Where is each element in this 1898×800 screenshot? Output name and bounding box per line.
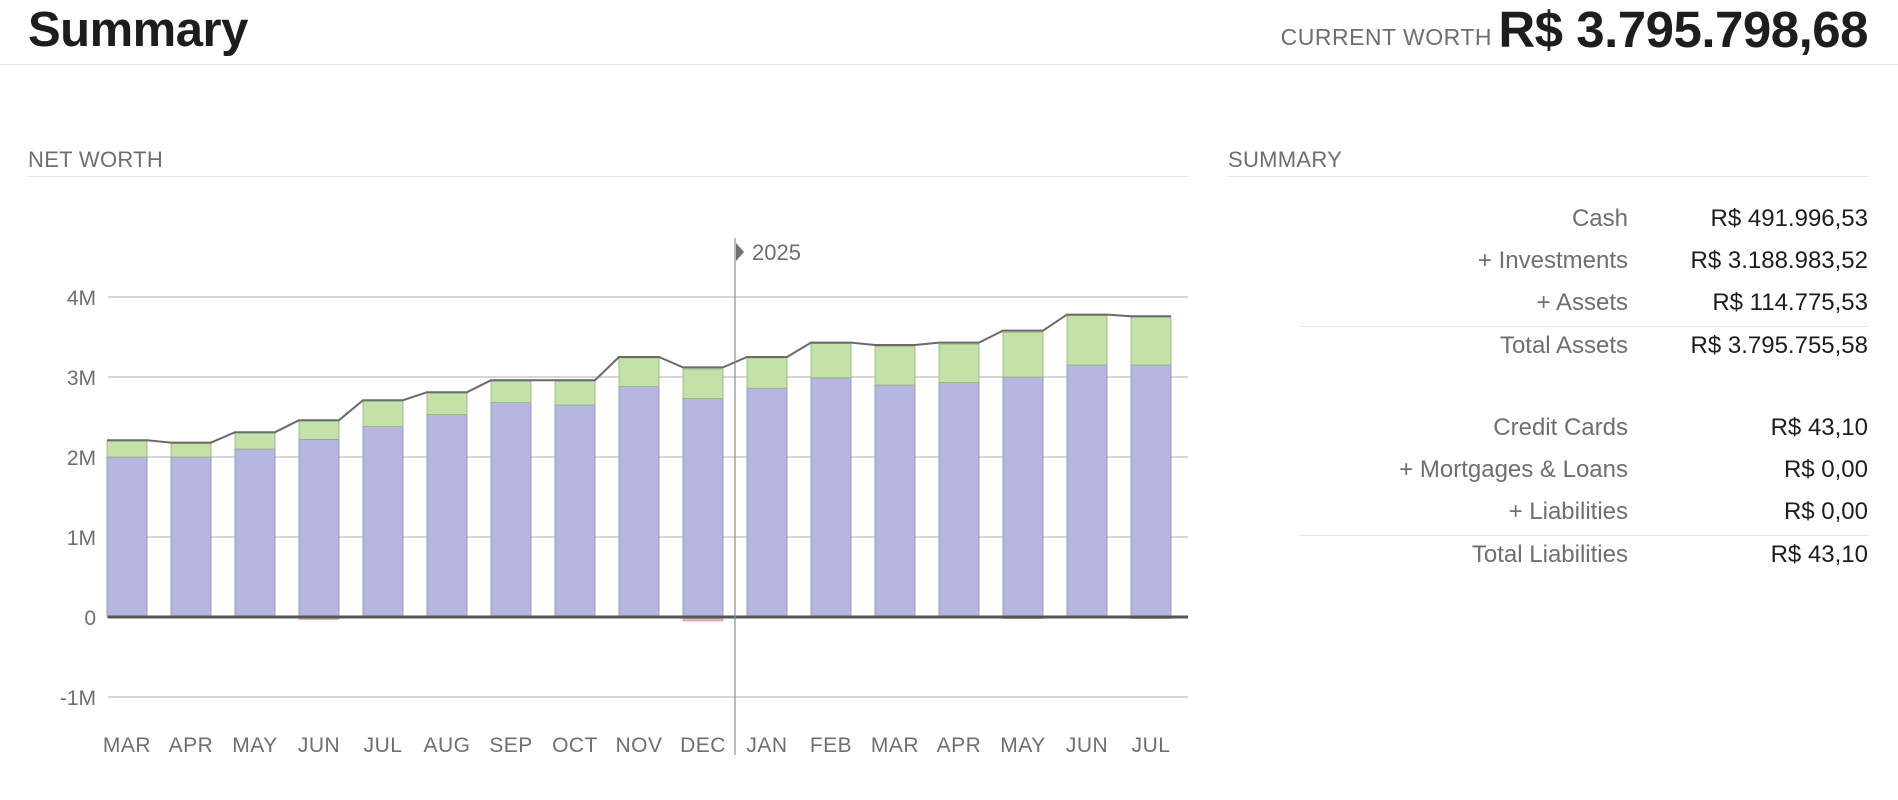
x-tick-label: SEP — [489, 734, 533, 757]
summary-row-value: R$ 491.996,53 — [1710, 205, 1868, 232]
y-tick-label: 2M — [67, 447, 96, 470]
summary-row-value: R$ 3.188.983,52 — [1690, 247, 1868, 274]
bar-investments — [938, 382, 980, 618]
bar-cash — [618, 357, 660, 388]
x-tick-label: APR — [937, 734, 982, 757]
y-tick-label: 3M — [67, 367, 96, 390]
summary-row-label: Credit Cards — [1493, 414, 1628, 441]
net-worth-divider — [28, 176, 1188, 177]
summary-row-label: + Mortgages & Loans — [1399, 456, 1628, 483]
summary-row-value: R$ 3.795.755,58 — [1690, 332, 1868, 359]
header-bar: Summary CURRENT WORTH R$ 3.795.798,68 — [0, 0, 1898, 65]
y-tick-label: -1M — [60, 687, 96, 710]
bar-cash — [362, 400, 404, 428]
bar-investments — [618, 386, 660, 618]
current-worth-label: CURRENT WORTH — [1280, 24, 1492, 50]
year-marker-icon — [736, 243, 744, 261]
summary-row-liabilities: + Liabilities R$ 0,00 — [1300, 493, 1868, 535]
bar-cash — [1066, 315, 1108, 366]
current-worth-value: R$ 3.795.798,68 — [1498, 1, 1868, 58]
bar-cash — [426, 392, 468, 416]
summary-row-label: Total Liabilities — [1471, 541, 1628, 568]
summary-row-cash: Cash R$ 491.996,53 — [1300, 200, 1868, 242]
x-tick-label: AUG — [423, 734, 470, 757]
bar-investments — [874, 384, 916, 618]
bar-investments — [298, 438, 340, 618]
bar-investments — [106, 456, 148, 618]
bar-cash — [554, 380, 596, 406]
bar-cash — [938, 343, 980, 383]
bar-investments — [170, 456, 212, 618]
summary-row-value: R$ 114.775,53 — [1712, 289, 1868, 316]
page-title: Summary — [28, 3, 248, 57]
summary-divider — [1228, 176, 1868, 177]
x-tick-label: JUL — [1132, 734, 1171, 757]
bar-investments — [234, 448, 276, 618]
bar-cash — [1002, 331, 1044, 378]
summary-row-investments: + Investments R$ 3.188.983,52 — [1300, 242, 1868, 284]
bar-investments — [810, 377, 852, 618]
year-label: 2025 — [752, 240, 801, 265]
summary-row-mortgages-loans: + Mortgages & Loans R$ 0,00 — [1300, 451, 1868, 493]
bar-investments — [554, 404, 596, 618]
summary-row-total-liabilities: Total Liabilities R$ 43,10 — [1300, 535, 1868, 578]
summary-table: Cash R$ 491.996,53 + Investments R$ 3.18… — [1300, 200, 1868, 578]
x-tick-label: NOV — [615, 734, 662, 757]
y-tick-label: 0 — [84, 607, 96, 630]
bar-cash — [298, 420, 340, 440]
bar-investments — [426, 414, 468, 618]
summary-row-label: + Assets — [1536, 289, 1628, 316]
x-tick-label: JUL — [364, 734, 403, 757]
x-tick-label: MAR — [871, 734, 919, 757]
summary-section-title: SUMMARY — [1228, 147, 1343, 172]
x-tick-label: FEB — [810, 734, 852, 757]
bar-investments — [362, 426, 404, 618]
bar-investments — [746, 387, 788, 618]
x-tick-label: MAR — [103, 734, 151, 757]
x-tick-label: JAN — [746, 734, 787, 757]
bar-cash — [490, 380, 532, 404]
y-tick-label: 4M — [67, 287, 96, 310]
bar-cash — [234, 432, 276, 450]
summary-row-value: R$ 43,10 — [1770, 414, 1868, 441]
x-tick-label: MAY — [1000, 734, 1045, 757]
x-tick-label: JUN — [298, 734, 340, 757]
bar-investments — [682, 398, 724, 618]
summary-row-label: Cash — [1571, 205, 1628, 232]
summary-row-label: + Liabilities — [1508, 498, 1628, 525]
x-tick-label: MAY — [232, 734, 277, 757]
summary-row-value: R$ 0,00 — [1783, 498, 1868, 525]
x-tick-label: OCT — [552, 734, 598, 757]
summary-row-value: R$ 0,00 — [1783, 456, 1868, 483]
x-tick-label: JUN — [1066, 734, 1108, 757]
bar-cash — [874, 346, 916, 386]
bar-cash — [170, 442, 212, 458]
bar-investments — [1130, 364, 1172, 618]
y-tick-label: 1M — [67, 527, 96, 550]
bar-cash — [106, 440, 148, 458]
summary-row-assets: + Assets R$ 114.775,53 — [1300, 284, 1868, 326]
net-worth-chart[interactable]: 4M 3M 2M 1M 0 -1M 2025 MAR APR MAY JUN JUL AUG SEP OCT… — [0, 190, 1200, 770]
x-tick-label: APR — [169, 734, 214, 757]
bar-cash — [746, 357, 788, 389]
summary-row-label: Total Assets — [1499, 332, 1628, 359]
bar-cash — [1130, 316, 1172, 366]
bar-investments — [1002, 376, 1044, 618]
summary-row-credit-cards: Credit Cards R$ 43,10 — [1300, 409, 1868, 451]
net-worth-line — [107, 313, 1171, 444]
x-tick-label: DEC — [680, 734, 726, 757]
bar-investments — [490, 402, 532, 618]
summary-row-label: + Investments — [1477, 247, 1628, 274]
bar-cash — [682, 368, 724, 400]
summary-row-total-assets: Total Assets R$ 3.795.755,58 — [1300, 326, 1868, 369]
summary-row-value: R$ 43,10 — [1770, 541, 1868, 568]
net-worth-section-title: NET WORTH — [28, 147, 164, 172]
bar-investments — [1066, 364, 1108, 618]
bar-cash — [810, 342, 852, 379]
